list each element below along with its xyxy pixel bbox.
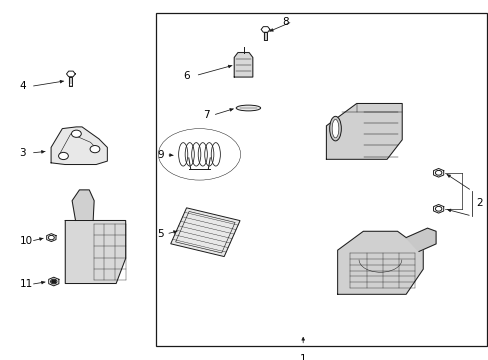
Text: 2: 2	[475, 198, 482, 208]
Polygon shape	[264, 32, 266, 40]
Text: 5: 5	[157, 229, 164, 239]
Polygon shape	[234, 53, 252, 77]
Text: 9: 9	[157, 150, 164, 160]
Text: 8: 8	[282, 17, 289, 27]
Text: 11: 11	[20, 279, 33, 289]
Polygon shape	[326, 104, 401, 159]
Circle shape	[59, 152, 68, 159]
Polygon shape	[433, 168, 443, 177]
Polygon shape	[72, 190, 94, 220]
Circle shape	[434, 170, 441, 175]
Circle shape	[52, 280, 56, 283]
Text: 6: 6	[183, 71, 190, 81]
Circle shape	[50, 279, 57, 284]
Polygon shape	[170, 208, 240, 257]
Ellipse shape	[329, 116, 341, 141]
Text: 3: 3	[20, 148, 26, 158]
Polygon shape	[49, 277, 59, 286]
Circle shape	[90, 145, 100, 153]
Text: 4: 4	[20, 81, 26, 91]
Circle shape	[434, 206, 441, 211]
Polygon shape	[66, 71, 75, 77]
Polygon shape	[51, 127, 107, 165]
Text: 1: 1	[299, 354, 306, 360]
Ellipse shape	[331, 120, 338, 138]
Polygon shape	[261, 27, 269, 32]
Text: 10: 10	[20, 236, 33, 246]
Polygon shape	[65, 220, 125, 284]
Ellipse shape	[236, 105, 260, 111]
Circle shape	[71, 130, 81, 137]
Polygon shape	[433, 204, 443, 213]
Polygon shape	[46, 234, 56, 242]
Polygon shape	[405, 228, 435, 251]
Circle shape	[48, 235, 54, 240]
Text: 7: 7	[203, 110, 209, 120]
Polygon shape	[69, 77, 72, 85]
Bar	[155, 13, 486, 346]
Polygon shape	[337, 231, 423, 294]
